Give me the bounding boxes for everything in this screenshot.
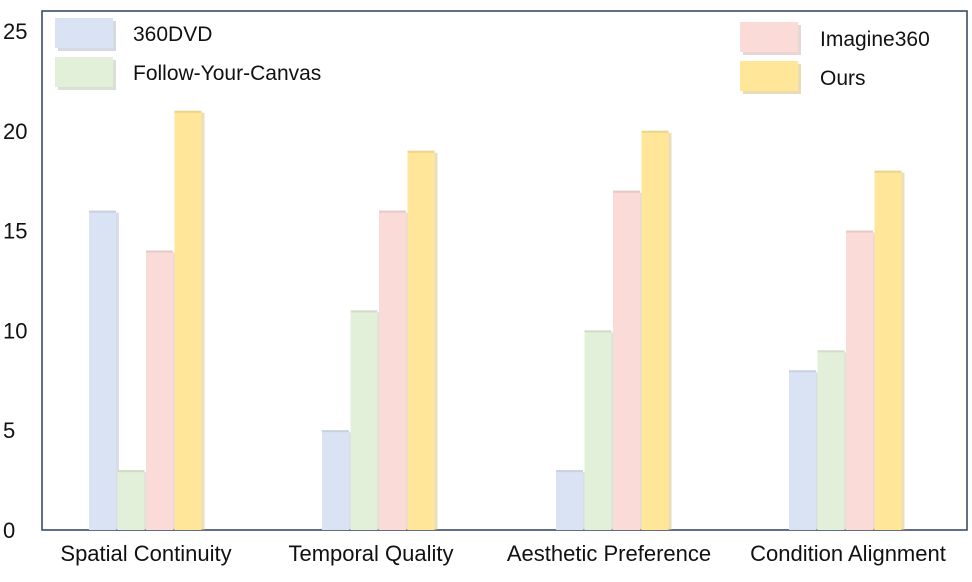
bar-cap: [350, 310, 378, 313]
bar-cap: [817, 350, 845, 353]
y-tick-label: 20: [3, 119, 27, 144]
bar-shadow: [201, 112, 205, 531]
bar-360dvd-3: [789, 370, 816, 530]
bar-imagine360-3: [846, 230, 873, 531]
y-tick-label: 5: [3, 418, 15, 443]
bar-follow-your-canvas-2: [584, 330, 612, 530]
bar-cap: [556, 470, 583, 473]
bar-imagine360-0: [146, 250, 173, 531]
bar-360dvd-0: [89, 210, 116, 530]
bar-imagine360-1: [379, 210, 406, 530]
bar-ours-2: [641, 130, 669, 530]
bar-shadow: [116, 212, 119, 530]
bar-cap: [874, 170, 902, 173]
bar-cap: [789, 370, 816, 373]
bar-group: [89, 110, 905, 531]
bar-ours-3: [874, 170, 902, 530]
y-axis: 0 5 10 15 20 25: [3, 19, 27, 543]
bar-cap: [641, 130, 669, 133]
bar-follow-your-canvas-1: [350, 310, 378, 530]
plot-frame: [41, 10, 968, 531]
bar-shadow: [434, 152, 438, 530]
bar-cap: [846, 230, 873, 233]
bar-cap: [407, 150, 435, 153]
bar-cap: [584, 330, 612, 333]
x-axis: Spatial Continuity Temporal Quality Aesthe…: [60, 541, 945, 566]
y-tick-label: 0: [3, 518, 15, 543]
legend-swatch-imagine360: [740, 22, 798, 52]
x-category-label: Temporal Quality: [288, 541, 453, 566]
legend-label: Ours: [820, 67, 866, 90]
x-category-label: Condition Alignment: [750, 541, 946, 566]
y-tick-label: 10: [3, 318, 27, 343]
x-category-label: Aesthetic Preference: [507, 541, 711, 566]
legend-swatch-follow-your-canvas: [55, 57, 113, 87]
bar-shadow: [668, 132, 672, 530]
legend-swatch-360dvd: [55, 18, 113, 48]
bar-imagine360-2: [613, 190, 640, 530]
x-category-label: Spatial Continuity: [60, 541, 231, 566]
bar-360dvd-2: [556, 470, 583, 530]
bar-cap: [379, 210, 406, 213]
bar-cap: [146, 250, 173, 253]
bar-cap: [613, 190, 640, 193]
legend: 360DVD Follow-Your-Canvas Imagine360 Ours: [55, 18, 930, 94]
bar-360dvd-1: [322, 430, 349, 530]
bar-cap: [174, 110, 202, 113]
y-tick-label: 15: [3, 219, 27, 244]
bar-ours-0: [174, 110, 202, 531]
bar-ours-1: [407, 150, 435, 530]
legend-label: 360DVD: [133, 23, 212, 46]
bar-cap: [322, 430, 349, 433]
legend-label: Imagine360: [820, 28, 930, 51]
legend-label: Follow-Your-Canvas: [133, 62, 321, 85]
bar-follow-your-canvas-0: [117, 470, 145, 530]
y-tick-label: 25: [3, 19, 27, 44]
bar-follow-your-canvas-3: [817, 350, 845, 530]
bar-shadow: [901, 172, 905, 530]
legend-swatch-ours: [740, 61, 798, 91]
bar-cap: [117, 470, 145, 473]
bar-cap: [89, 210, 116, 213]
